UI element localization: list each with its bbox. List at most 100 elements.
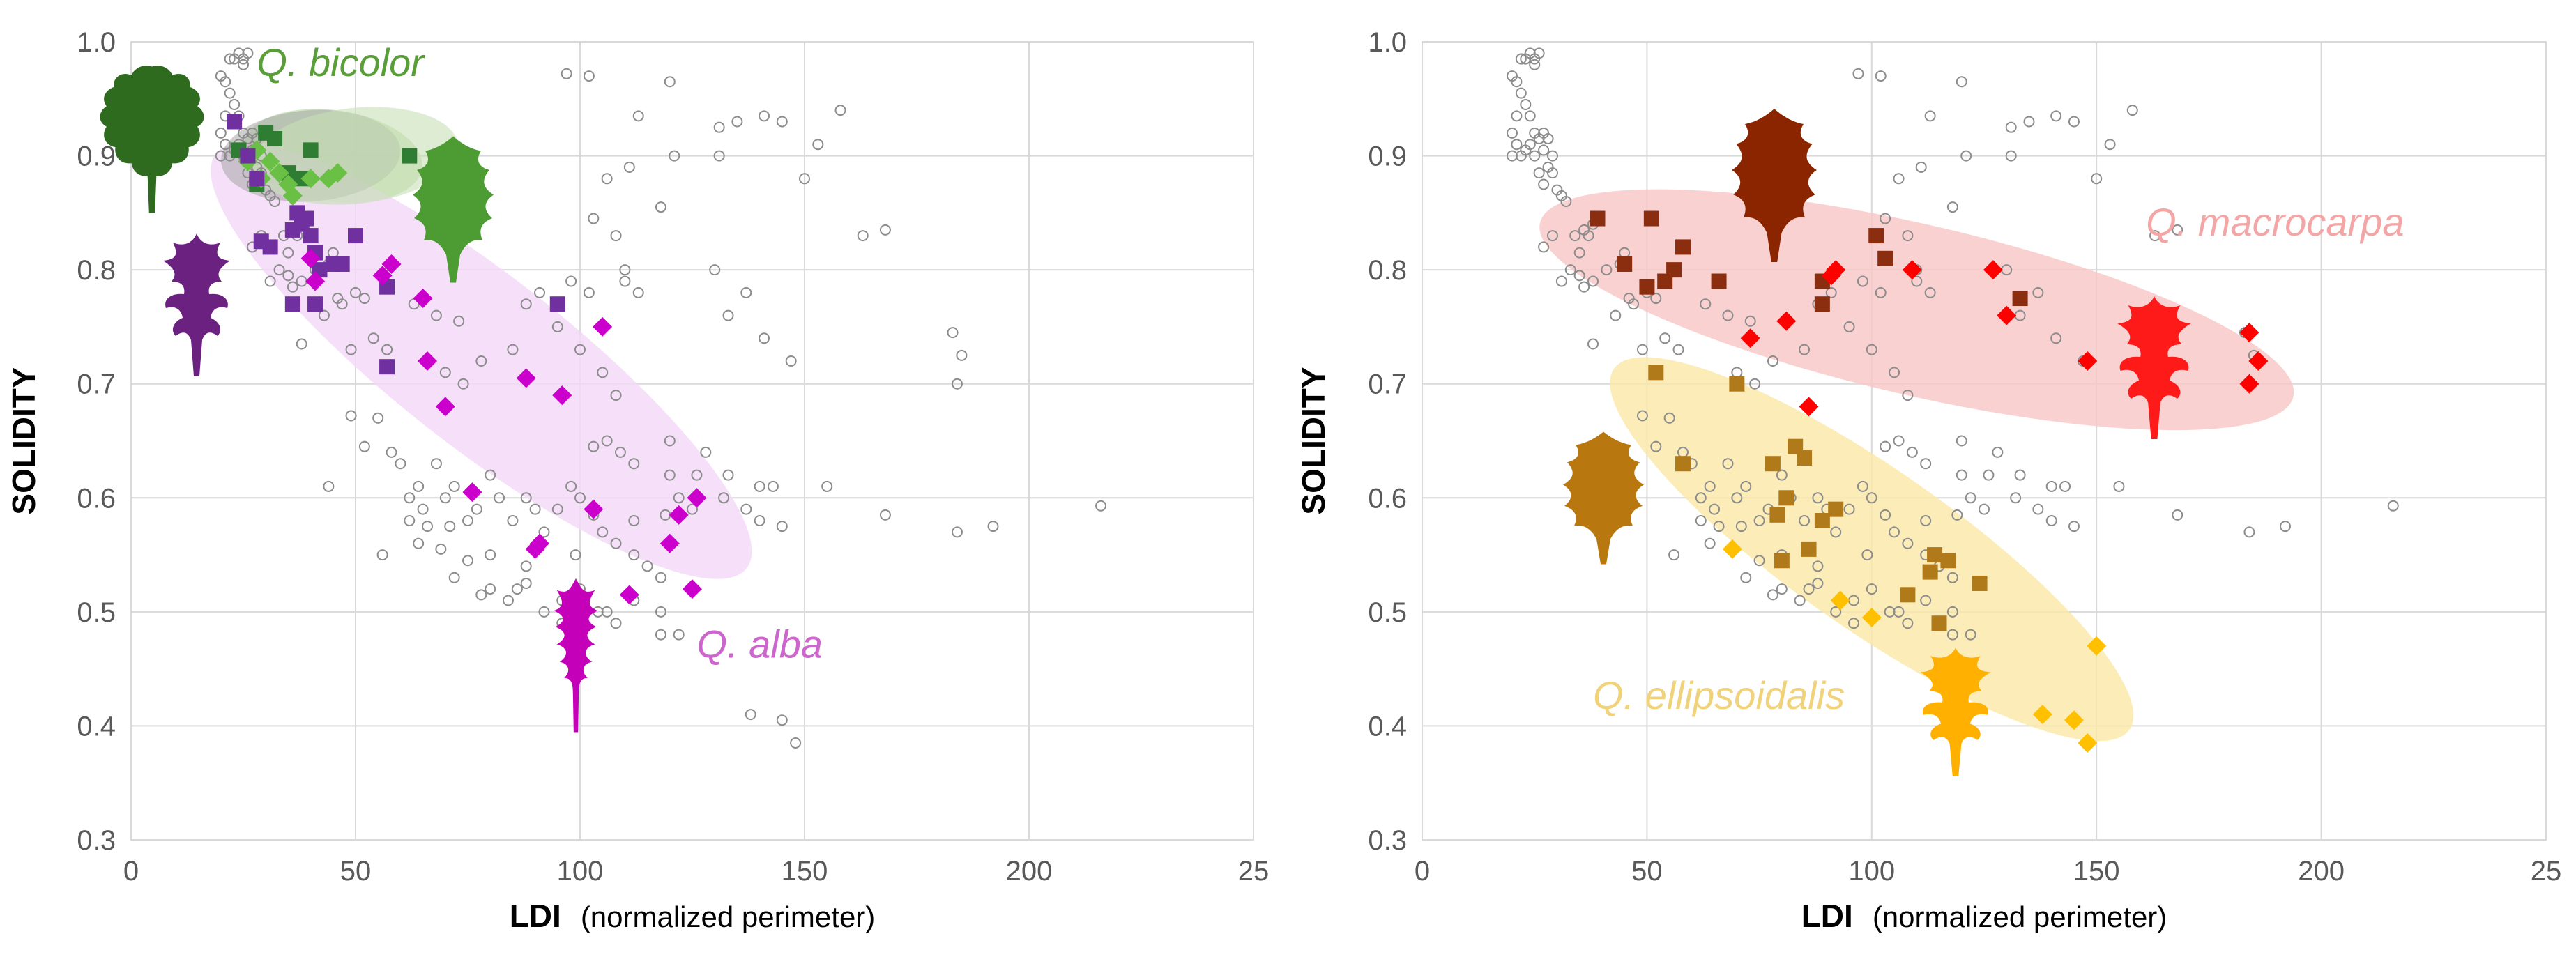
background-point [282,247,294,259]
background-point [220,139,231,151]
background-point [1731,367,1743,378]
data-point-square [267,131,283,147]
x-axis-label-bold: LDI [1801,898,1853,934]
background-point [376,549,388,561]
background-point [1893,173,1905,185]
background-point [1546,167,1558,179]
background-point [413,480,425,492]
data-point-diamond [2087,636,2107,656]
data-point-diamond [1997,305,2017,325]
cluster-ellipse [1539,189,2294,431]
background-point [610,618,622,629]
background-point [1587,275,1599,287]
background-point [1812,560,1824,572]
background-point [2172,509,2183,521]
background-point [2059,480,2071,492]
background-point [1636,344,1648,355]
background-point [1578,281,1590,293]
background-point [1740,572,1752,583]
background-point [2014,469,2026,481]
background-point [1902,230,1914,242]
background-point [264,275,276,287]
right-clusters [1539,189,2294,742]
background-point [1857,275,1868,287]
leaf-alba-magenta-icon [554,578,598,733]
data-point-diamond [2078,351,2098,371]
background-point [1965,492,1976,504]
background-point [1628,298,1640,310]
background-point [759,332,770,344]
background-point [610,230,622,242]
background-point [1875,286,1887,298]
background-point [610,390,622,401]
x-tick-label: 25 [2531,856,2562,887]
background-point [2068,521,2080,532]
y-axis-label: SOLIDITY [6,367,42,514]
background-point [1875,70,1887,82]
x-tick-label: 150 [782,856,828,887]
data-point-square [1972,575,1988,591]
y-tick-label: 0.7 [1368,369,1407,400]
left-grid [130,41,1254,841]
background-point [1920,595,1932,606]
background-point [1560,196,1572,207]
data-point-diamond [1826,260,1846,280]
background-point [664,76,676,88]
data-point-square [262,239,278,255]
background-point [1753,515,1765,526]
background-point [1843,503,1855,515]
background-point [655,201,666,213]
background-point [1659,332,1671,344]
background-point [790,737,802,749]
background-point [1956,469,1967,481]
background-point [485,583,496,595]
background-point [1946,629,1958,641]
background-point [520,577,532,589]
background-point [2050,110,2062,122]
background-point [408,298,420,310]
background-point [2050,332,2062,344]
background-point [1924,286,1936,298]
background-point [2149,230,2161,242]
background-point [551,321,563,332]
background-point [1979,503,1990,515]
background-point [1965,629,1976,641]
background-point [1830,606,1842,618]
background-point [1830,526,1842,538]
background-point [2045,480,2057,492]
species-label: Q. macrocarpa [2146,200,2404,244]
background-point [1610,309,1622,321]
background-point [628,458,640,470]
background-point [673,492,685,504]
background-point [619,275,631,287]
background-point [641,560,653,572]
data-point-diamond [1799,397,1819,417]
data-point-diamond [669,505,689,525]
background-point [448,572,460,583]
background-point [345,410,357,422]
background-point [1533,167,1545,179]
y-tick-label: 0.8 [77,255,116,286]
data-point-diamond [1740,328,1760,348]
background-point [1583,230,1594,242]
background-point [1956,435,1967,447]
data-point-square [1711,273,1727,289]
y-axis-label: SOLIDITY [1295,367,1332,514]
x-tick-label: 100 [557,856,604,887]
background-point [1722,309,1734,321]
data-point-square [379,359,395,375]
data-point-square [294,216,310,232]
data-point-square [1643,210,1659,227]
background-point [462,515,473,526]
data-point-diamond [1776,311,1797,331]
y-tick-label: 0.9 [77,141,116,172]
background-point [520,492,532,504]
background-point [574,492,586,504]
left-panel: 0.3 0.4 0.5 0.6 0.7 0.8 0.9 1.0 0 50 100 150 200 25 LD… [6,27,1269,934]
background-point [655,629,666,641]
background-point [439,492,451,504]
background-point [565,275,577,287]
background-point [1924,110,1936,122]
background-point [601,606,613,618]
data-point-diamond [2032,705,2052,725]
